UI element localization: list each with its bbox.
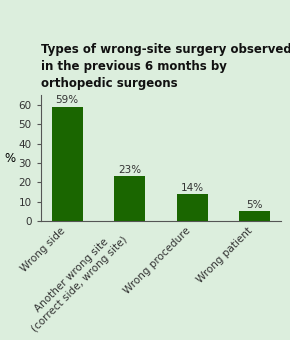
Y-axis label: %: % bbox=[5, 152, 16, 165]
Text: 5%: 5% bbox=[246, 200, 263, 210]
Text: 14%: 14% bbox=[181, 183, 204, 192]
Bar bbox=[52, 107, 83, 221]
Bar bbox=[177, 194, 208, 221]
Text: 23%: 23% bbox=[118, 165, 141, 175]
Text: 59%: 59% bbox=[56, 96, 79, 105]
Text: Types of wrong-site surgery observed
in the previous 6 months by
orthopedic surg: Types of wrong-site surgery observed in … bbox=[41, 43, 290, 90]
Bar bbox=[114, 176, 145, 221]
Bar bbox=[239, 211, 270, 221]
